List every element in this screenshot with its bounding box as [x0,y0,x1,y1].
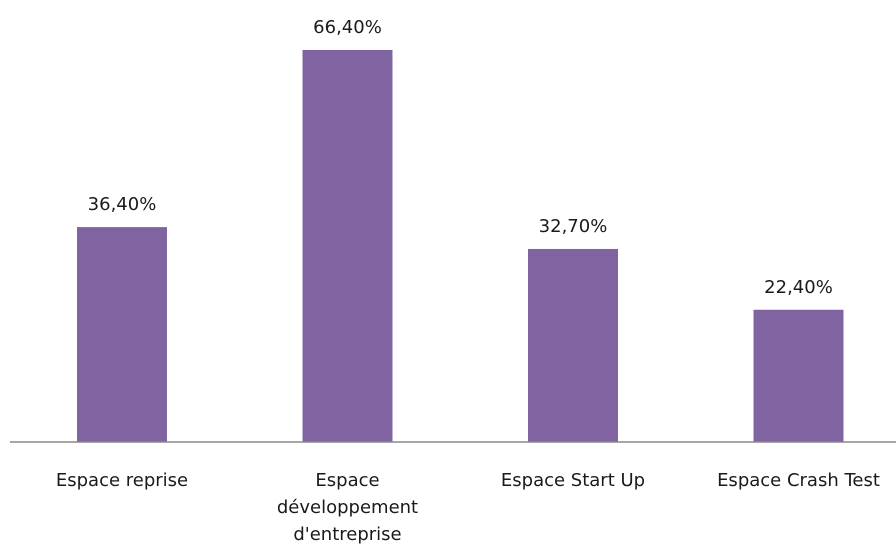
x-tick-label-3: Espace Crash Test [717,470,880,491]
bar-1 [302,50,393,442]
x-tick-label-line: Espace Start Up [501,470,645,491]
bar-0 [77,227,167,442]
x-tick-label-line: développement [277,497,418,518]
x-tick-labels-group: Espace reprise Espace développement d'entre… [56,470,880,545]
x-tick-label-1: Espace développement d'entreprise [277,470,418,545]
x-tick-label-line: Espace [315,470,379,491]
bar-2 [528,248,618,442]
x-tick-label-2: Espace Start Up [501,470,645,491]
bar-3 [753,309,844,442]
x-tick-label-0: Espace reprise [56,470,188,491]
data-label-0: 36,40% [88,194,157,215]
x-tick-label-line: Espace Crash Test [717,470,880,491]
bars-group [77,50,844,442]
data-labels-group: 36,40% 66,40% 32,70% 22,40% [88,17,833,298]
x-tick-label-line: d'entreprise [293,524,401,545]
data-label-3: 22,40% [764,277,833,298]
data-label-1: 66,40% [313,17,382,38]
data-label-2: 32,70% [539,216,608,237]
x-tick-label-line: Espace reprise [56,470,188,491]
